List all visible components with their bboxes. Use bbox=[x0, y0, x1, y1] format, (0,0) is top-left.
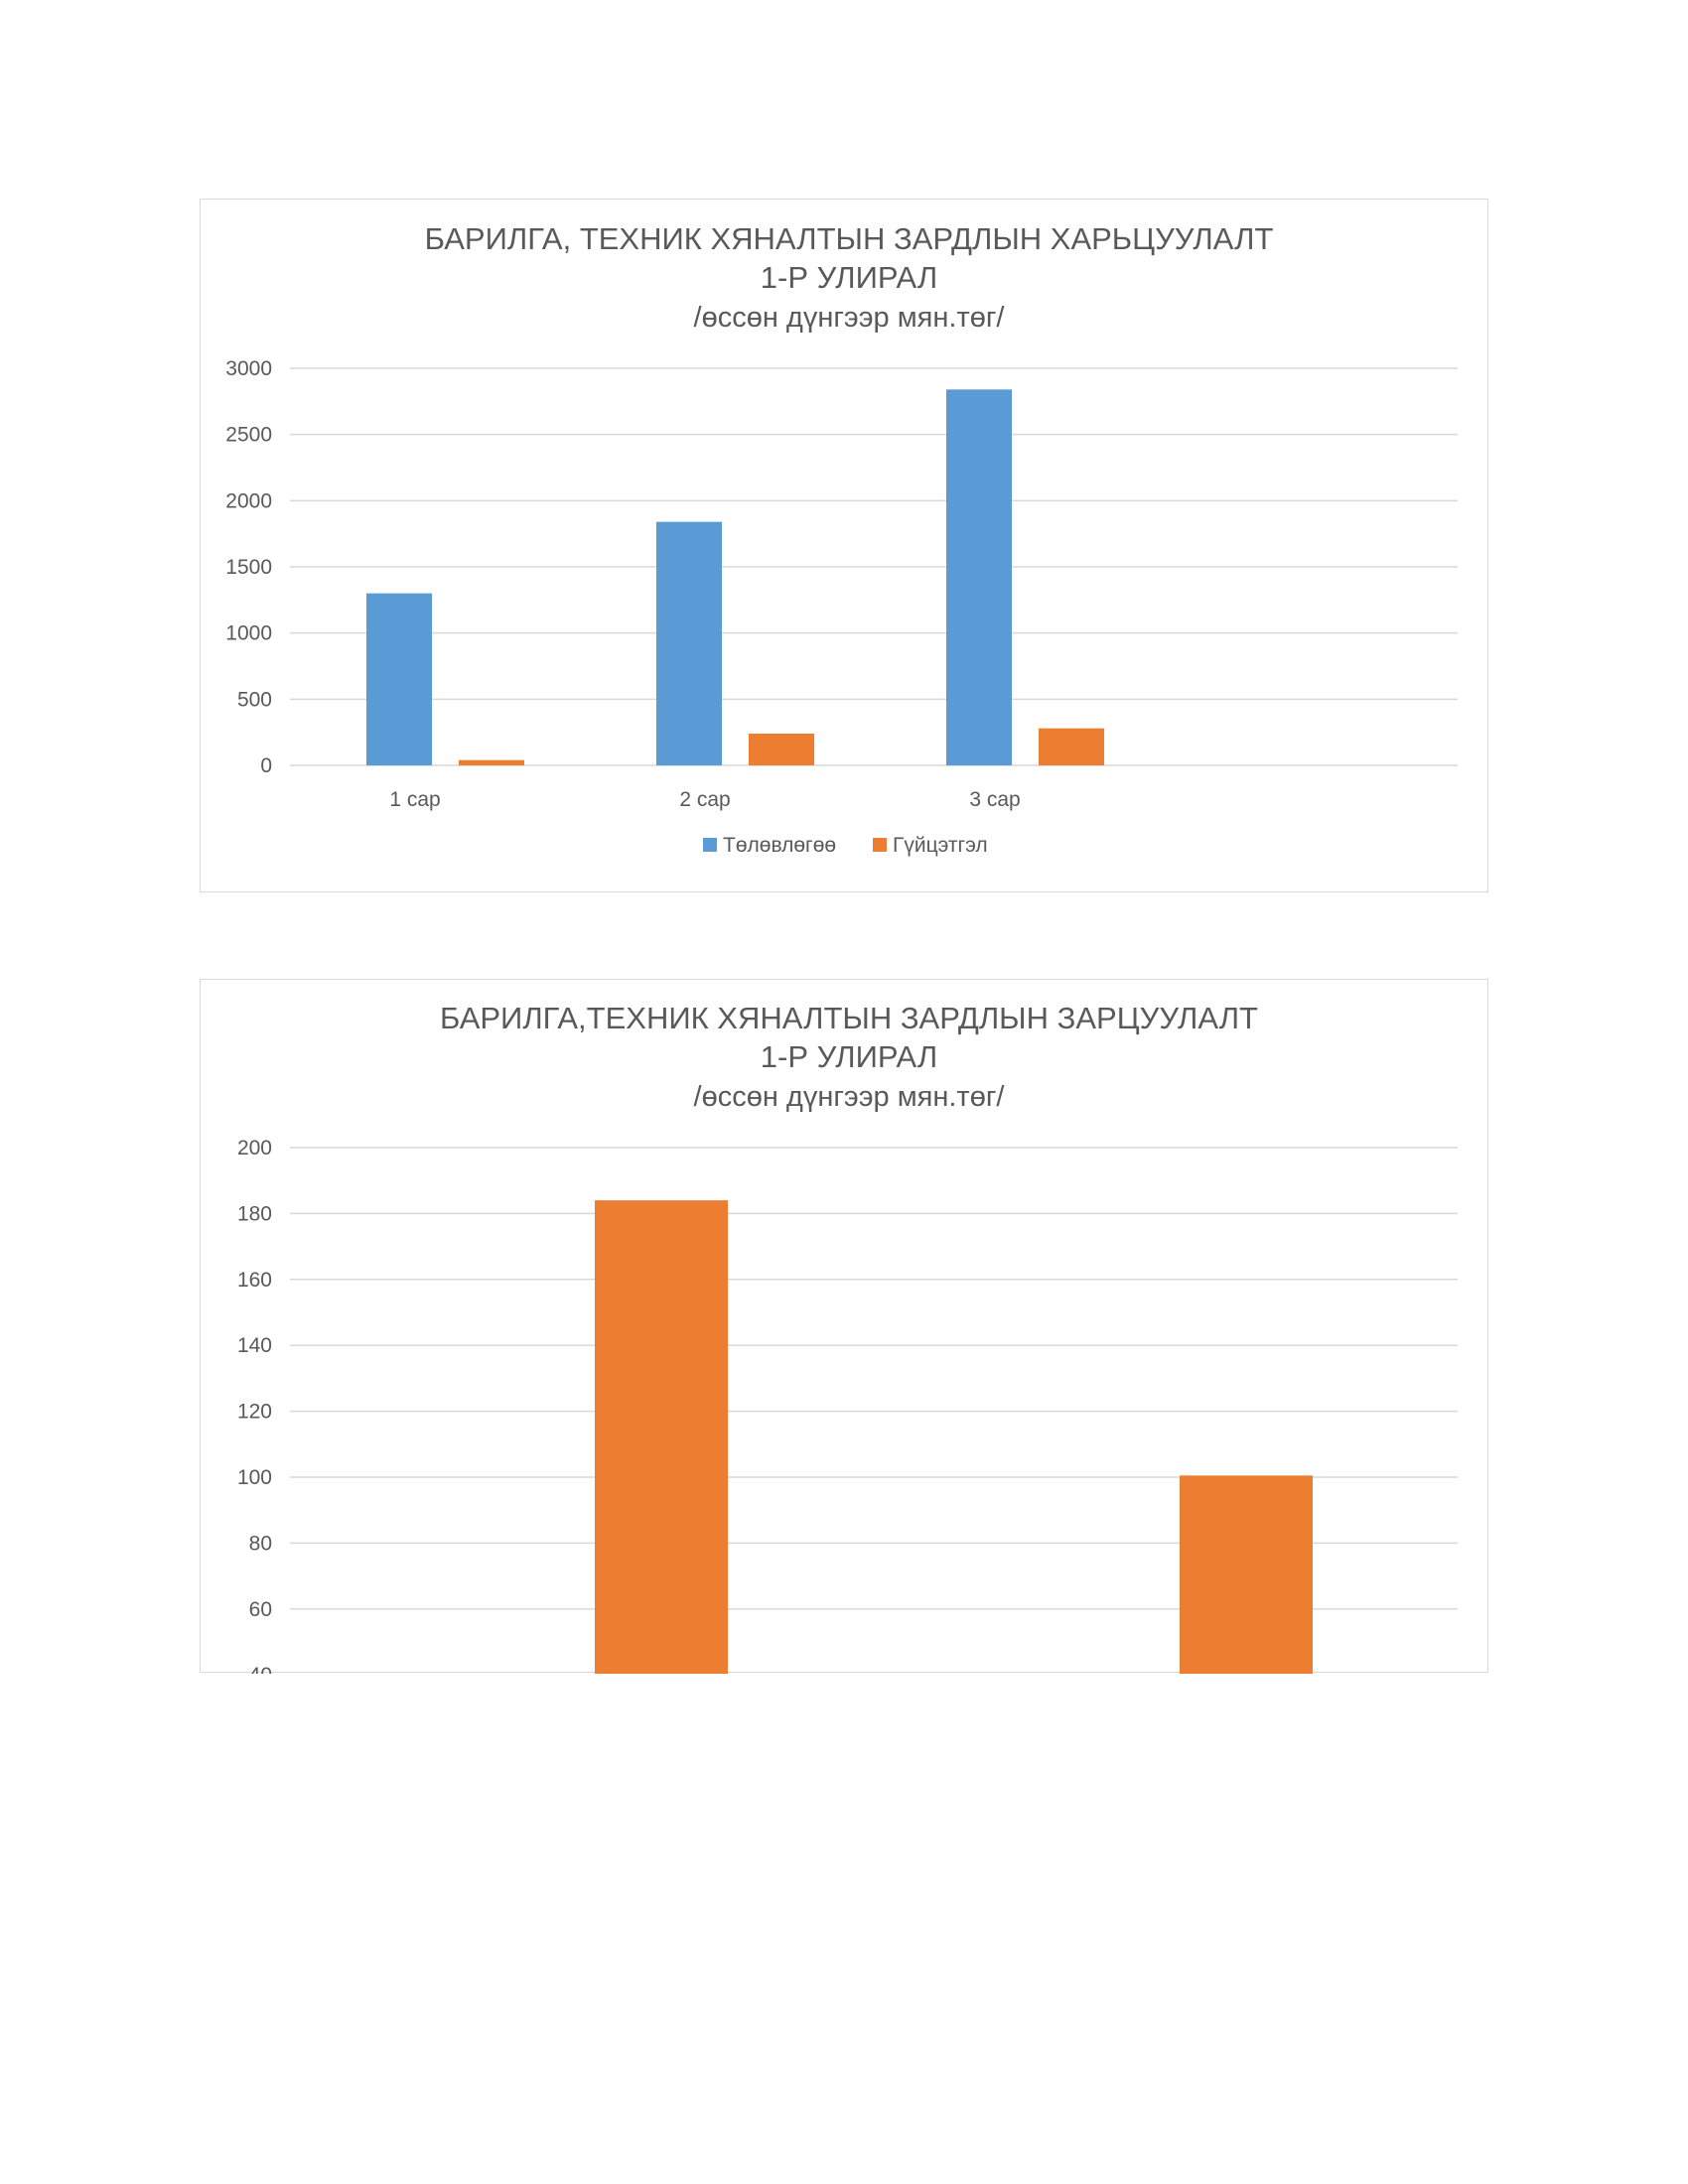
bar-plan-1 bbox=[366, 593, 432, 765]
legend-label-plan: Төлөвлөгөө bbox=[723, 834, 836, 857]
y-tick-label: 2500 bbox=[225, 424, 272, 447]
chart-title-line-3: /өссөн дүнгээр мян.төг/ bbox=[694, 302, 1006, 334]
bar-plan-3 bbox=[946, 389, 1012, 765]
y-tick-label: 100 bbox=[237, 1466, 272, 1489]
y-tick-label: 80 bbox=[249, 1532, 272, 1555]
y-tick-label: 0 bbox=[260, 754, 272, 777]
y-tick-label: 1500 bbox=[225, 556, 272, 579]
legend-swatch-plan bbox=[703, 838, 717, 852]
chart-title-line-2: 1-Р УЛИРАЛ bbox=[761, 1039, 937, 1074]
bar-actual-1 bbox=[595, 1200, 728, 1674]
legend-label-actual: Гүйцэтгэл bbox=[893, 834, 988, 857]
x-tick-label: 2 сар bbox=[679, 788, 730, 811]
chart-title-line-1: БАРИЛГА,ТЕХНИК ХЯНАЛТЫН ЗАРДЛЫН ЗАРЦУУЛА… bbox=[440, 1001, 1258, 1035]
y-tick-label: 2000 bbox=[225, 489, 272, 512]
y-tick-label: 140 bbox=[237, 1334, 272, 1357]
bar-plan-2 bbox=[656, 521, 722, 765]
chart-title-line-3: /өссөн дүнгээр мян.төг/ bbox=[694, 1081, 1006, 1113]
bar-actual-1 bbox=[459, 759, 524, 765]
x-tick-label: 1 сар bbox=[389, 788, 440, 811]
chart-svg-expenditure: БАРИЛГА,ТЕХНИК ХЯНАЛТЫН ЗАРДЛЫН ЗАРЦУУЛА… bbox=[237, 1001, 1458, 1674]
y-tick-label: 160 bbox=[237, 1269, 272, 1292]
x-tick-label: 3 сар bbox=[969, 788, 1020, 811]
y-tick-label: 120 bbox=[237, 1401, 272, 1424]
chart-svg-comparison: БАРИЛГА, ТЕХНИК ХЯНАЛТЫН ЗАРДЛЫН ХАРЬЦУУ… bbox=[225, 221, 1458, 857]
chart-panel-comparison: БАРИЛГА, ТЕХНИК ХЯНАЛТЫН ЗАРДЛЫН ХАРЬЦУУ… bbox=[200, 199, 1488, 892]
y-tick-label: 40 bbox=[249, 1664, 272, 1674]
chart-title-line-2: 1-Р УЛИРАЛ bbox=[761, 260, 937, 295]
y-tick-label: 200 bbox=[237, 1137, 272, 1160]
y-tick-label: 60 bbox=[249, 1598, 272, 1621]
y-tick-label: 1000 bbox=[225, 622, 272, 645]
y-tick-label: 500 bbox=[237, 688, 272, 711]
y-tick-label: 3000 bbox=[225, 357, 272, 380]
y-tick-label: 180 bbox=[237, 1202, 272, 1225]
chart-title-line-1: БАРИЛГА, ТЕХНИК ХЯНАЛТЫН ЗАРДЛЫН ХАРЬЦУУ… bbox=[425, 221, 1274, 256]
legend-swatch-actual bbox=[873, 838, 887, 852]
bar-actual-2 bbox=[749, 734, 814, 765]
bar-actual-2 bbox=[1180, 1475, 1313, 1674]
chart-panel-expenditure: БАРИЛГА,ТЕХНИК ХЯНАЛТЫН ЗАРДЛЫН ЗАРЦУУЛА… bbox=[200, 979, 1488, 1674]
bar-actual-3 bbox=[1039, 728, 1104, 765]
